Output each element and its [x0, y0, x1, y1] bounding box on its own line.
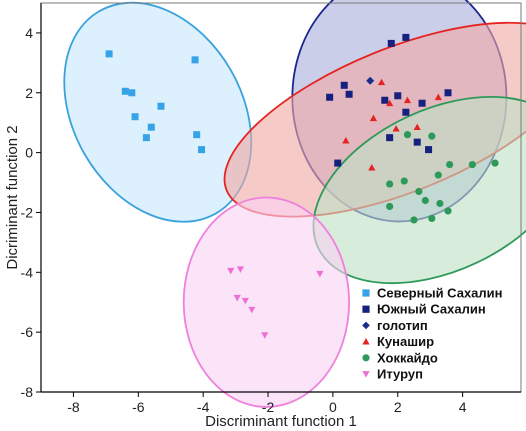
- point-s0-2: [121, 87, 129, 95]
- legend-label-3: Кунашир: [377, 334, 434, 349]
- y-axis-title: Dicriminant function 2: [4, 125, 21, 269]
- point-s4-10: [421, 196, 429, 205]
- legend-label-5: Итуруп: [377, 367, 423, 382]
- x-tick-label-3: -2: [262, 399, 275, 415]
- point-s4-12: [444, 207, 452, 215]
- point-s4-7: [386, 180, 394, 188]
- point-s3-3: [434, 93, 442, 101]
- x-tick-label-1: -6: [132, 399, 145, 415]
- point-s1-12: [386, 134, 394, 142]
- point-s0-8: [193, 131, 201, 139]
- point-s1-9: [444, 89, 452, 97]
- point-s1-0: [387, 39, 395, 47]
- point-s5-0: [227, 267, 235, 275]
- point-s5-6: [261, 332, 269, 339]
- point-s3-1: [386, 99, 394, 107]
- point-s3-2: [403, 96, 412, 104]
- point-s4-11: [436, 199, 444, 208]
- point-s1-6: [394, 92, 402, 100]
- point-s0-4: [157, 102, 165, 110]
- point-s3-5: [392, 125, 400, 132]
- point-s3-7: [368, 163, 376, 171]
- ellipse-series-5: [182, 196, 351, 408]
- legend-marker-1: [362, 305, 370, 313]
- point-s0-0: [105, 50, 113, 58]
- axes: -8 -6 -4 -2 0 2 4 -8 -6 -4 -2 0 2 4: [21, 2, 522, 415]
- y-tick-label-0: -8: [21, 384, 34, 400]
- point-s0-9: [198, 146, 206, 154]
- y-tick-label-3: -2: [21, 204, 34, 220]
- point-s0-6: [147, 123, 155, 131]
- point-s3-4: [369, 114, 378, 122]
- point-s1-1: [402, 33, 410, 41]
- y-tick-label-5: 2: [25, 85, 33, 101]
- point-s5-4: [241, 297, 249, 305]
- point-s1-4: [345, 90, 353, 98]
- y-tick-label-6: 4: [25, 25, 33, 41]
- legend-label-1: Южный Сахалин: [377, 302, 486, 317]
- y-tick-label-1: -6: [21, 324, 34, 340]
- point-s2-0: [366, 76, 375, 85]
- point-s4-4: [446, 160, 454, 169]
- legend-marker-3: [362, 338, 370, 345]
- point-s1-8: [418, 99, 426, 107]
- point-s4-3: [468, 160, 476, 169]
- legend-marker-5: [362, 371, 370, 378]
- point-s4-6: [400, 177, 408, 185]
- point-s1-5: [381, 96, 389, 104]
- point-s1-10: [413, 138, 421, 146]
- x-axis-title: Discriminant function 1: [205, 413, 357, 430]
- point-s4-5: [434, 171, 442, 179]
- point-s1-7: [402, 108, 410, 116]
- legend-label-4: Хоккайдо: [377, 350, 438, 365]
- x-tick-label-6: 4: [459, 399, 467, 415]
- point-s3-8: [413, 123, 421, 131]
- point-s5-2: [316, 270, 324, 278]
- point-s1-11: [425, 146, 433, 154]
- legend-label-2: голотип: [377, 318, 428, 333]
- ellipse-series-0: [63, 1, 253, 223]
- data-points: [105, 33, 499, 339]
- legend-marker-0: [362, 289, 370, 297]
- point-s5-1: [236, 266, 245, 273]
- point-s3-6: [342, 137, 350, 144]
- point-s4-13: [410, 216, 418, 224]
- point-s4-1: [428, 132, 436, 140]
- x-tick-label-5: 2: [394, 399, 402, 415]
- point-s1-13: [334, 159, 342, 167]
- point-s0-7: [142, 134, 150, 142]
- point-s4-8: [415, 187, 423, 196]
- x-tick-label-2: -4: [197, 399, 210, 415]
- point-s4-0: [403, 131, 412, 139]
- point-s1-3: [340, 81, 348, 89]
- point-s0-3: [128, 89, 136, 97]
- legend-marker-2: [362, 321, 370, 330]
- point-s3-0: [377, 78, 386, 86]
- point-s4-9: [386, 202, 394, 211]
- point-s5-5: [248, 306, 256, 314]
- legend-marker-4: [362, 354, 370, 362]
- point-s4-14: [428, 214, 436, 223]
- x-tick-label-0: -8: [67, 399, 80, 415]
- x-tick-label-4: 0: [329, 399, 337, 415]
- point-s0-5: [131, 113, 139, 121]
- y-tick-label-4: 0: [25, 145, 33, 161]
- confidence-ellipses: [63, 0, 526, 408]
- y-tick-label-2: -4: [21, 264, 34, 280]
- point-s5-3: [233, 294, 241, 302]
- point-s4-2: [491, 159, 499, 167]
- point-s1-2: [326, 93, 334, 101]
- point-s0-1: [191, 56, 199, 64]
- legend-label-0: Северный Сахалин: [377, 286, 503, 301]
